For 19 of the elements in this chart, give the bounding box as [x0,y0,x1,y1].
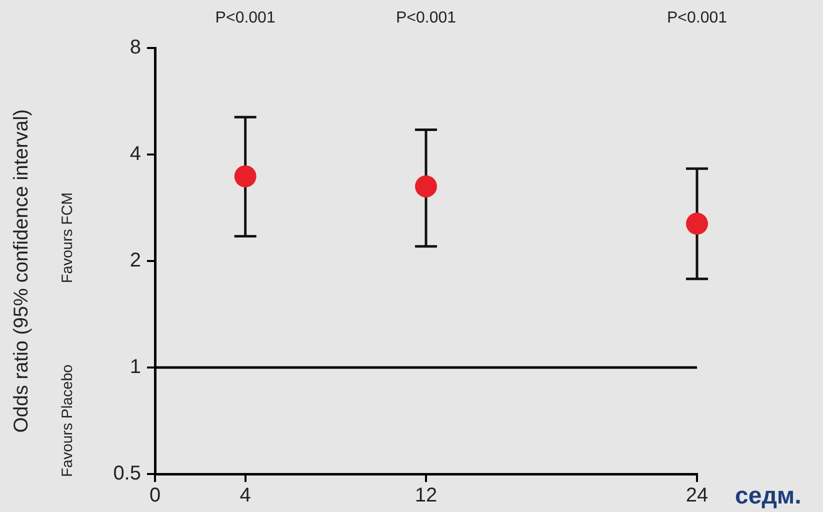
text: Favours FCM [59,192,76,284]
point [234,165,256,188]
text: P<0.001 [215,9,276,26]
y-tick-label: 4 [130,143,141,166]
point [415,175,437,198]
y-tick-label: 8 [130,36,141,59]
y-tick-label: 1 [130,356,141,378]
text: P<0.001 [396,9,456,26]
text: P<0.001 [666,9,728,26]
y-tick-label: 0.5 [113,462,141,485]
x-tick-label: 24 [686,484,708,507]
x-tick-label: 12 [414,484,438,507]
text: Favours Placebo [59,364,76,478]
x-axis-title: седм. [735,482,802,510]
x-tick-label: 4 [240,484,251,507]
y-tick-label: 2 [130,250,141,272]
x-tick-label: 0 [149,484,161,507]
point [686,212,708,235]
y-axis-title: Odds ratio (95% confidence interval) [10,109,33,433]
